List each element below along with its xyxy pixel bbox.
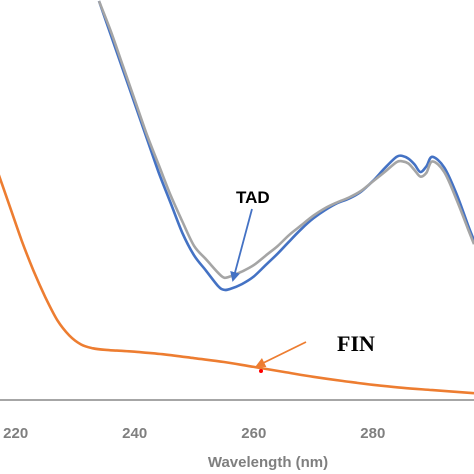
fin-annotation-label: FIN [337,331,375,356]
annotation-layer: TAD FIN [230,188,375,373]
x-tick-label: 280 [360,425,385,442]
x-tick-label: 240 [122,425,147,442]
x-axis-title: Wavelength (nm) [208,454,328,471]
series-line-2 [0,174,474,395]
series-line-0 [97,0,474,292]
series-line-1 [97,0,474,280]
tad-annotation-label: TAD [236,188,270,207]
x-tick-label: 260 [241,425,266,442]
fin-arrow [255,341,307,367]
series-layer [0,0,474,395]
x-tick-label: 220 [3,425,28,442]
fin-marker [259,369,263,373]
tad-arrow [230,208,253,282]
tick-layer: 220 240 260 280 [3,425,385,442]
